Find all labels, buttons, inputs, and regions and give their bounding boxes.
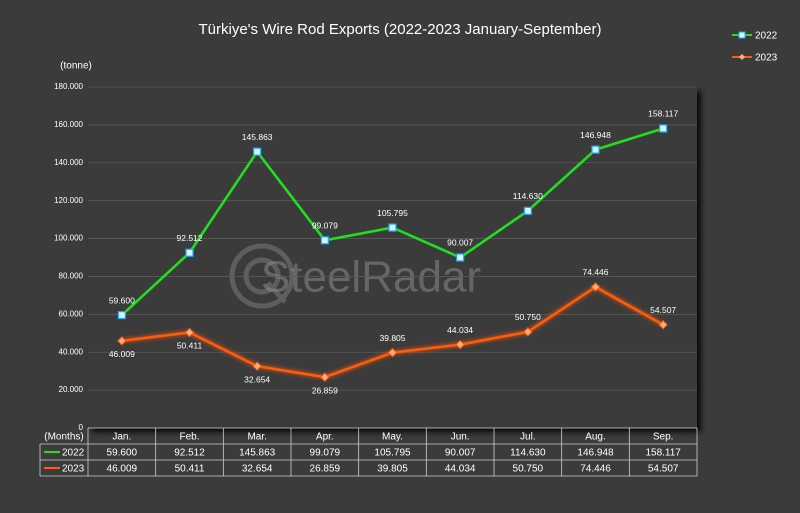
table-row-header: 2022 bbox=[62, 448, 85, 459]
data-label: 105.795 bbox=[377, 208, 408, 218]
y-tick-label: 180.000 bbox=[54, 82, 83, 91]
data-label: 54.507 bbox=[650, 305, 676, 315]
table-cell: 59.600 bbox=[107, 448, 138, 459]
marker bbox=[591, 145, 600, 154]
chart-title: Türkiye's Wire Rod Exports (2022-2023 Ja… bbox=[198, 21, 601, 38]
data-label: 44.034 bbox=[447, 325, 473, 335]
table-cell: 90.007 bbox=[445, 448, 476, 459]
table-cell: 146.948 bbox=[577, 448, 614, 459]
table-cell: 46.009 bbox=[107, 464, 138, 475]
marker bbox=[388, 223, 397, 232]
data-label: 59.600 bbox=[109, 295, 135, 305]
x-tick-label: Mar. bbox=[247, 432, 266, 443]
y-axis-label: (tonne) bbox=[60, 61, 92, 72]
table-cell: 44.034 bbox=[445, 464, 476, 475]
table-cell: 32.654 bbox=[242, 464, 273, 475]
marker bbox=[455, 339, 465, 350]
table-cell: 105.795 bbox=[374, 448, 411, 459]
marker bbox=[456, 253, 465, 262]
x-axis-label: (Months) bbox=[44, 432, 83, 443]
data-label: 99.079 bbox=[312, 221, 338, 231]
table-cell: 99.079 bbox=[310, 448, 341, 459]
y-tick-label: 60.000 bbox=[59, 309, 84, 318]
table-cell: 54.507 bbox=[648, 464, 679, 475]
x-tick-label: Sep. bbox=[653, 432, 674, 443]
legend-label: 2023 bbox=[755, 53, 778, 64]
x-tick-label: Jul. bbox=[520, 432, 536, 443]
marker bbox=[252, 361, 262, 371]
data-label: 92.512 bbox=[177, 233, 203, 243]
y-tick-label: 160.000 bbox=[54, 120, 83, 129]
marker bbox=[523, 327, 533, 337]
y-tick-label: 120.000 bbox=[54, 196, 83, 205]
x-tick-label: Apr. bbox=[316, 432, 334, 443]
data-label: 158.117 bbox=[648, 109, 678, 119]
x-tick-label: May. bbox=[382, 432, 403, 443]
data-label: 50.750 bbox=[515, 312, 541, 322]
table-cell: 26.859 bbox=[310, 464, 341, 475]
y-tick-label: 40.000 bbox=[59, 347, 84, 356]
table-cell: 39.805 bbox=[377, 464, 408, 475]
table-cell: 114.630 bbox=[510, 448, 546, 459]
marker bbox=[590, 282, 601, 292]
legend-marker bbox=[738, 31, 746, 39]
marker bbox=[117, 310, 126, 320]
marker bbox=[320, 372, 330, 382]
marker bbox=[185, 248, 194, 257]
data-label: 50.411 bbox=[177, 341, 203, 351]
table-cell: 92.512 bbox=[174, 448, 205, 459]
data-label: 90.007 bbox=[447, 238, 473, 248]
data-label: 146.948 bbox=[580, 130, 611, 140]
marker bbox=[117, 336, 127, 346]
watermark: SteelRadar bbox=[261, 253, 481, 302]
data-label: 46.009 bbox=[109, 349, 135, 359]
marker bbox=[523, 206, 532, 215]
marker bbox=[659, 124, 668, 133]
y-tick-label: 0 bbox=[79, 423, 84, 432]
x-tick-label: Jan. bbox=[112, 432, 131, 443]
y-tick-label: 140.000 bbox=[54, 158, 83, 167]
legend-label: 2022 bbox=[755, 31, 778, 42]
data-label: 145.863 bbox=[242, 132, 273, 142]
data-label: 114.630 bbox=[513, 191, 543, 201]
x-tick-label: Aug. bbox=[585, 432, 606, 443]
marker bbox=[253, 147, 262, 156]
marker bbox=[387, 347, 398, 358]
table-cell: 145.863 bbox=[239, 448, 276, 459]
marker bbox=[184, 327, 195, 338]
data-label: 32.654 bbox=[244, 374, 270, 384]
table-row-header: 2023 bbox=[62, 464, 85, 475]
y-tick-label: 80.000 bbox=[59, 272, 84, 281]
marker bbox=[658, 320, 668, 330]
x-tick-label: Feb. bbox=[179, 432, 199, 443]
data-label: 39.805 bbox=[380, 333, 406, 343]
data-label: 74.446 bbox=[583, 267, 609, 277]
table-cell: 50.411 bbox=[175, 464, 205, 475]
x-tick-label: Jun. bbox=[451, 432, 470, 443]
y-tick-label: 100.000 bbox=[54, 234, 83, 243]
table-cell: 158.117 bbox=[645, 448, 681, 459]
data-label: 26.859 bbox=[312, 385, 338, 395]
legend-marker bbox=[739, 54, 745, 60]
y-tick-label: 20.000 bbox=[59, 385, 84, 394]
table-cell: 74.446 bbox=[580, 464, 611, 475]
marker bbox=[320, 236, 329, 245]
watermark-logo bbox=[229, 243, 295, 309]
plot-area bbox=[88, 87, 697, 428]
table-cell: 50.750 bbox=[513, 464, 544, 475]
